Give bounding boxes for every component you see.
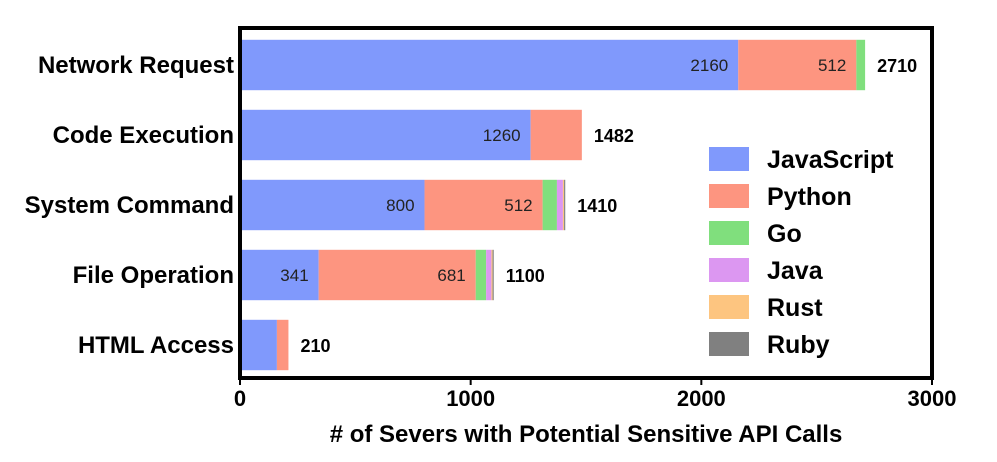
legend-swatch-go xyxy=(709,221,749,245)
total-label: 1410 xyxy=(577,196,617,216)
category-label: System Command xyxy=(25,192,234,219)
bar-go-0 xyxy=(856,39,866,91)
legend-swatch-java xyxy=(709,258,749,282)
segment-value-label: 512 xyxy=(504,196,532,215)
bar-java-3 xyxy=(486,249,492,301)
x-tick-label: 3000 xyxy=(908,386,957,411)
bar-ruby-2 xyxy=(564,179,566,231)
x-tick-label: 0 xyxy=(234,386,246,411)
legend-swatch-rust xyxy=(709,295,749,319)
x-axis-label: # of Severs with Potential Sensitive API… xyxy=(330,421,843,448)
legend-swatch-javascript xyxy=(709,147,749,171)
segment-value-label: 800 xyxy=(386,196,414,215)
legend-label-go: Go xyxy=(767,220,802,248)
total-label: 1100 xyxy=(506,266,545,286)
legend-label-java: Java xyxy=(767,257,824,285)
plot-frame xyxy=(238,26,934,380)
bar-python-1 xyxy=(530,109,582,161)
category-label: Network Request xyxy=(38,52,234,79)
category-label: File Operation xyxy=(73,262,234,289)
bar-python-4 xyxy=(276,319,289,371)
bar-python-3 xyxy=(318,249,476,301)
labels-layer: Network Request 2710 Code Execution 1482 Sys… xyxy=(25,52,918,359)
bar-rust-3 xyxy=(491,249,493,301)
category-label: HTML Access xyxy=(78,332,234,359)
legend-label-rust: Rust xyxy=(767,294,823,322)
bar-javascript-3 xyxy=(240,249,319,301)
bar-javascript-2 xyxy=(240,179,425,231)
total-label: 1482 xyxy=(594,126,634,146)
bar-javascript-1 xyxy=(240,109,531,161)
bar-python-2 xyxy=(424,179,543,231)
axis-layer: 0 1000 2000 3000 xyxy=(234,378,957,411)
bar-go-3 xyxy=(475,249,487,301)
segment-value-label: 1260 xyxy=(483,126,521,145)
bars-layer xyxy=(240,39,866,371)
bar-rust-2 xyxy=(562,179,565,231)
segment-value-label: 512 xyxy=(818,56,846,75)
legend-swatch-ruby xyxy=(709,332,749,356)
legend: JavaScript Python Go Java Rust Ruby xyxy=(709,146,894,359)
bar-ruby-3 xyxy=(492,249,494,301)
segment-value-label: 341 xyxy=(280,266,308,285)
legend-label-ruby: Ruby xyxy=(767,331,830,359)
legend-label-javascript: JavaScript xyxy=(767,146,894,174)
bar-go-2 xyxy=(542,179,557,231)
legend-swatch-python xyxy=(709,184,749,208)
segment-value-label: 681 xyxy=(437,266,465,285)
category-label: Code Execution xyxy=(53,122,234,149)
total-label: 210 xyxy=(300,336,330,356)
legend-label-python: Python xyxy=(767,183,852,211)
bar-python-0 xyxy=(738,39,857,91)
total-label: 2710 xyxy=(877,56,917,76)
bar-javascript-4 xyxy=(240,319,277,371)
x-tick-label: 1000 xyxy=(446,386,495,411)
x-tick-label: 2000 xyxy=(677,386,726,411)
bar-java-2 xyxy=(556,179,563,231)
segment-value-label: 2160 xyxy=(690,56,728,75)
bar-javascript-0 xyxy=(240,39,739,91)
